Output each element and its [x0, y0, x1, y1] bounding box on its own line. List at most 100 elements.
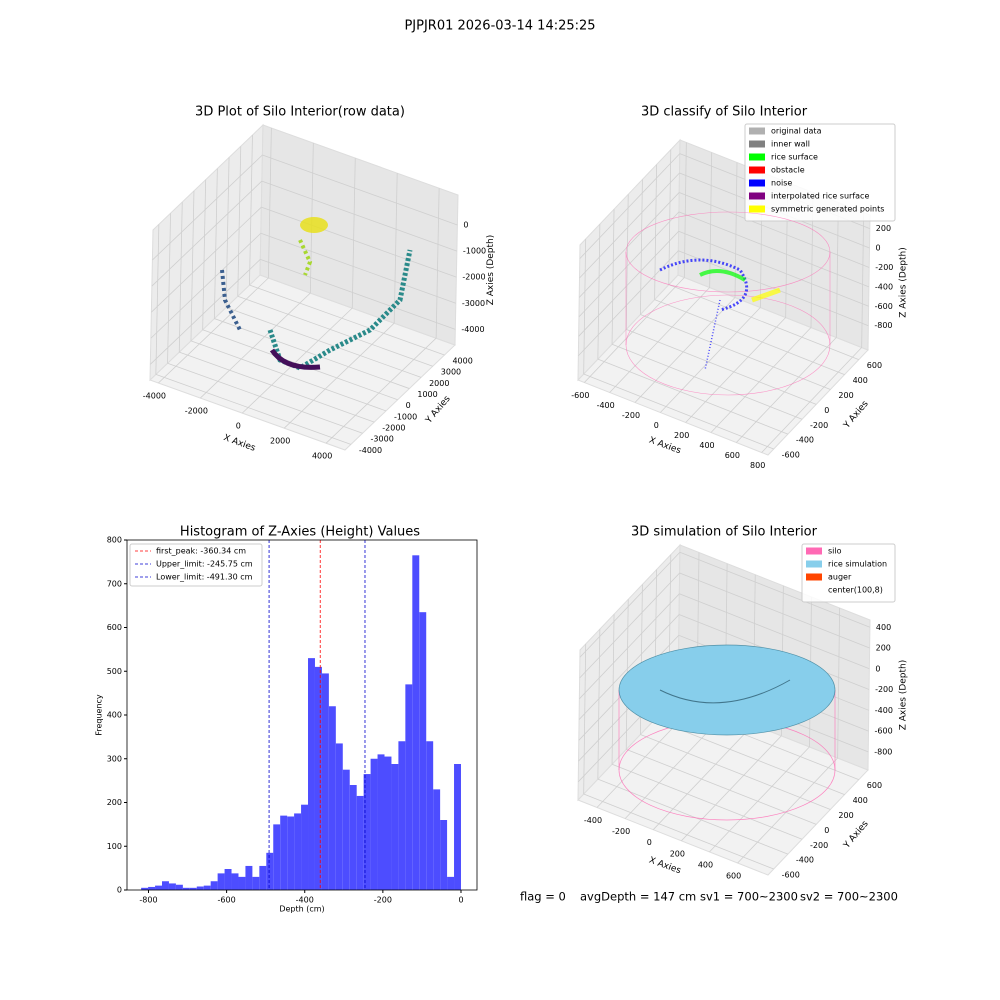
- bar: [141, 887, 149, 890]
- z-tick-label: 200: [876, 224, 891, 233]
- legend-label: center(100,8): [828, 586, 883, 595]
- grid-line: [640, 314, 831, 390]
- footer-text: flag = 0: [520, 890, 566, 904]
- grid-line: [213, 168, 218, 319]
- x-tick-label: -200: [374, 896, 392, 905]
- y-tick-label: 800: [107, 536, 122, 545]
- x-tick-label: 200: [670, 849, 685, 858]
- bar: [266, 852, 274, 890]
- grid-line: [668, 284, 859, 361]
- bar: [231, 873, 239, 890]
- bar: [356, 795, 364, 890]
- legend-label: rice simulation: [828, 560, 887, 569]
- bar: [335, 743, 343, 890]
- bar: [412, 555, 420, 890]
- legend-swatch: [749, 179, 765, 187]
- y-tick-label: -2000: [382, 424, 405, 433]
- x-tick-label: -600: [218, 896, 236, 905]
- legend-label: interpolated rice surface: [771, 192, 869, 201]
- bar: [419, 612, 427, 890]
- grid-line: [151, 180, 263, 287]
- grid-line: [681, 735, 782, 842]
- x-tick-label: -2000: [185, 407, 208, 416]
- legend-label: Upper_limit: -245.75 cm: [156, 560, 253, 569]
- bar: [252, 876, 260, 890]
- y-tick-label: -200: [810, 421, 828, 430]
- legend-label: first_peak: -360.34 cm: [156, 547, 246, 556]
- panel2-silo: [625, 211, 831, 396]
- grid-line: [597, 358, 789, 435]
- y-tick-label: 200: [838, 811, 853, 820]
- grid-line: [435, 188, 440, 339]
- grid-line: [679, 551, 871, 628]
- legend-swatch: [806, 560, 822, 568]
- bar: [308, 658, 315, 890]
- bar: [391, 764, 399, 890]
- z-tick-label: -800: [874, 321, 892, 330]
- x-tick-label: -200: [622, 411, 640, 420]
- x-axis-label: Depth (cm): [279, 905, 324, 914]
- x-tick-label: -200: [612, 827, 630, 836]
- bar: [405, 684, 413, 890]
- y-tick-label: 100: [107, 842, 122, 851]
- grid-line: [660, 307, 761, 413]
- x-tick-label: 800: [750, 461, 765, 470]
- legend-label: auger: [828, 573, 852, 582]
- grid-line: [710, 327, 812, 433]
- bar: [398, 741, 406, 890]
- bar: [210, 881, 218, 890]
- y-tick-label: 700: [107, 579, 122, 588]
- grid-line: [685, 317, 786, 423]
- y-tick-label: 3000: [441, 368, 461, 377]
- y-tick-label: -600: [782, 871, 800, 880]
- grid-line: [611, 763, 803, 840]
- x-tick-label: -400: [584, 816, 602, 825]
- legend-box: [744, 123, 896, 222]
- suptitle: PJPJR01 2026-03-14 14:25:25: [404, 19, 595, 34]
- bar: [245, 865, 253, 890]
- bar: [155, 885, 162, 890]
- plots: -4000-2000020004000-4000-3000-2000-10000…: [95, 105, 909, 914]
- footer-text: sv2 = 700~2300: [800, 890, 898, 904]
- x-tick-label: -400: [296, 896, 314, 905]
- z-axis-label: Z Axies (Depth): [899, 247, 909, 318]
- grid-line: [679, 192, 870, 268]
- z-tick-label: -4000: [461, 325, 484, 334]
- bar: [259, 865, 267, 890]
- bar: [377, 754, 385, 890]
- legend-swatch: [806, 573, 822, 581]
- z-tick-label: -600: [875, 727, 893, 736]
- grid-line: [611, 209, 615, 345]
- legend-box: [801, 543, 896, 603]
- x-tick-label: 400: [699, 441, 714, 450]
- pane-back: [259, 124, 459, 346]
- grid-line: [155, 374, 351, 445]
- grid-line: [249, 135, 253, 286]
- grid-line: [393, 173, 398, 324]
- bar: [433, 789, 441, 890]
- y-tick-label: -200: [810, 841, 828, 850]
- bar: [426, 741, 434, 890]
- grid-line: [678, 211, 870, 288]
- y-tick-label: 600: [867, 361, 882, 370]
- y-tick-label: 400: [107, 711, 122, 720]
- legend-label: rice surface: [771, 153, 818, 162]
- grid-line: [151, 206, 262, 313]
- bar: [182, 887, 190, 890]
- bar: [328, 706, 336, 890]
- grid-line: [351, 158, 356, 309]
- bar: [384, 756, 392, 890]
- grid-line: [609, 287, 710, 393]
- x-tick-label: 0: [236, 422, 241, 431]
- grid-line: [837, 608, 841, 759]
- grid-line: [640, 179, 643, 315]
- grid-line: [260, 258, 456, 330]
- grid-line: [761, 347, 862, 453]
- z-tick-label: 0: [876, 244, 881, 253]
- grid-line: [260, 232, 456, 304]
- x-tick-label: 4000: [312, 452, 332, 461]
- grid-line: [237, 295, 433, 367]
- bar: [363, 774, 371, 890]
- z-tick-label: 0: [463, 221, 468, 230]
